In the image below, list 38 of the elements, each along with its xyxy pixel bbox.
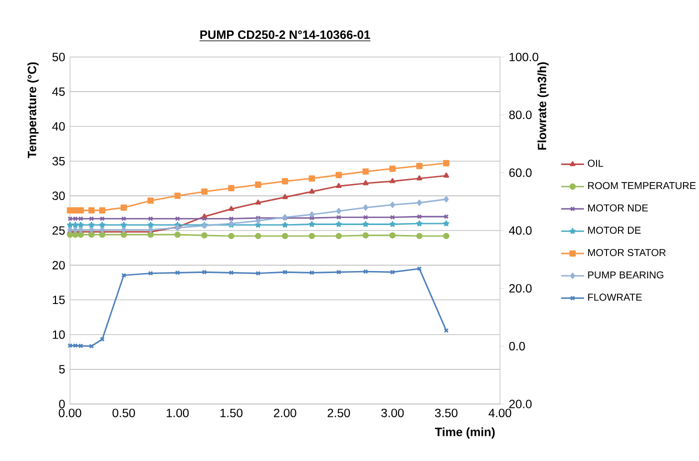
y-tick-label: 25 xyxy=(52,226,65,235)
y-tick-label: 0 xyxy=(59,400,65,408)
legend-label: PUMP BEARING xyxy=(588,271,664,278)
y2-tick-label: 60.0 xyxy=(509,168,532,177)
x-tick-label: 2.00 xyxy=(274,408,296,418)
x-tick-label: 1.00 xyxy=(166,408,189,418)
y-tick-label: 30 xyxy=(52,192,65,200)
y2-tick-label: 20.0 xyxy=(509,284,532,293)
x-tick-label: 3.00 xyxy=(381,408,404,418)
legend-label: MOTOR DE xyxy=(588,226,641,234)
legend-label: OIL xyxy=(588,160,604,167)
x-tick-label: 0.00 xyxy=(58,408,82,418)
y2-tick-label: 100.0 xyxy=(510,52,538,62)
y-tick-label: 40 xyxy=(52,122,65,131)
chart-title: PUMP CD250-2 N°14-10366-01 xyxy=(200,30,370,39)
legend-label: MOTOR NDE xyxy=(588,204,648,212)
y2-tick-label: 40.0 xyxy=(508,226,532,235)
y-tick-label: 20 xyxy=(52,260,65,270)
y-tick-label: 50 xyxy=(52,52,65,62)
y-tick-label: 10 xyxy=(52,330,65,339)
y-tick-label: 45 xyxy=(52,88,65,96)
y-tick-label: 5 xyxy=(59,365,65,374)
x-tick-label: 2.50 xyxy=(328,408,350,418)
legend-label: ROOM TEMPERATURE xyxy=(588,182,696,190)
x-tick-label: 4.00 xyxy=(488,408,512,418)
y2-tick-label: 20.0 xyxy=(509,400,532,408)
y2-tick-label: 0.0 xyxy=(509,342,525,350)
y2-axis-title: Flowrate (m3/h) xyxy=(537,62,549,150)
y2-tick-label: 80.0 xyxy=(509,110,532,120)
x-axis-title: Time (min) xyxy=(434,427,495,439)
x-tick-label: 3.50 xyxy=(435,408,458,418)
y-axis-title: Temperature (°C) xyxy=(27,62,39,158)
x-tick-label: 0.50 xyxy=(112,408,135,418)
y-tick-label: 15 xyxy=(52,296,65,304)
legend-label: FLOWRATE xyxy=(588,294,642,301)
legend-label: MOTOR STATOR xyxy=(588,249,666,256)
y-tick-label: 35 xyxy=(52,156,65,166)
x-tick-label: 1.50 xyxy=(220,408,242,418)
